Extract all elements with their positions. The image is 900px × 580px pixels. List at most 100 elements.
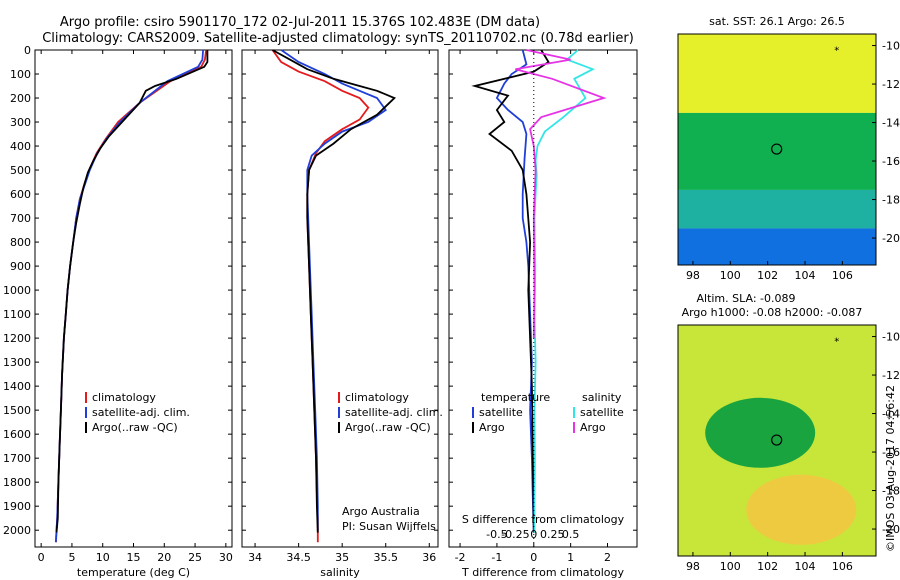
y-tick-label: 1400 — [3, 380, 31, 393]
series-line-argorawqc — [55, 50, 209, 533]
y-tick-label: 1800 — [3, 476, 31, 489]
s-tick-label: 0.5 — [562, 528, 580, 541]
map-y-tick-label: -18 — [882, 194, 900, 207]
map-frame — [677, 33, 877, 266]
x-axis-label: temperature (deg C) — [77, 566, 190, 579]
y-tick-label: 1300 — [3, 356, 31, 369]
map-x-tick-label: 102 — [757, 269, 778, 282]
map-y-tick-label: -14 — [882, 117, 900, 130]
y-tick-label: 1200 — [3, 332, 31, 345]
map-color-band — [678, 189, 876, 229]
y-tick-label: 500 — [10, 164, 31, 177]
map-y-tick-label: -20 — [882, 232, 900, 245]
x-tick-label: 2 — [604, 551, 611, 564]
x-tick-label: 20 — [157, 551, 171, 564]
sst-map-title: sat. SST: 26.1 Argo: 26.5 — [709, 15, 845, 28]
x-tick-label: 0 — [530, 551, 537, 564]
x-tick-label: 35 — [335, 551, 349, 564]
map-y-tick-label: -10 — [882, 331, 900, 344]
map-y-tick-label: -20 — [882, 523, 900, 536]
y-tick-label: 200 — [10, 92, 31, 105]
y-tick-label: 1700 — [3, 452, 31, 465]
temperature-panel: 0100200300400500600700800900100011001200… — [3, 44, 233, 579]
y-tick-label: 100 — [10, 68, 31, 81]
legend-group-heading: salinity — [582, 391, 622, 404]
map-x-tick-label: 102 — [757, 560, 778, 573]
credit-line1: Argo Australia — [342, 505, 420, 518]
x-tick-label: 30 — [219, 551, 233, 564]
legend-label: climatology — [345, 391, 409, 404]
map-star-marker: * — [834, 336, 839, 347]
map-color-band — [678, 34, 876, 113]
legend-label: climatology — [92, 391, 156, 404]
s-tick-label: 0.25 — [540, 528, 565, 541]
legend-label: satellite — [479, 406, 523, 419]
map-y-tick-label: -12 — [882, 78, 900, 91]
y-tick-label: 1000 — [3, 284, 31, 297]
series-line-satellite — [533, 49, 596, 533]
salinity-panel: 34 34.5 35 35.5 36 salinity climatology satelli… — [241, 49, 443, 579]
s-tick-label: -0.25 — [501, 528, 529, 541]
sla-map-title-line2: Argo h1000: -0.08 h2000: -0.087 — [682, 306, 863, 319]
x-axis-label: T difference from climatology — [461, 566, 624, 579]
x-tick-label: 15 — [127, 551, 141, 564]
y-tick-label: 300 — [10, 116, 31, 129]
sst-map-panel: 98 100 102 104 106 -10 -12 -14 -16 -18 -20 * sat. SS… — [677, 15, 900, 282]
plot-frame — [34, 49, 233, 548]
x-axis-label: salinity — [320, 566, 360, 579]
legend-label: satellite-adj. clim. — [92, 406, 190, 419]
map-y-tick-label: -12 — [882, 369, 900, 382]
legend-label: Argo — [479, 421, 505, 434]
map-frame — [677, 324, 877, 557]
map-x-tick-label: 98 — [686, 269, 700, 282]
sla-map-title-line1: Altim. SLA: -0.089 — [696, 292, 795, 305]
x-tick-label: 0 — [38, 551, 45, 564]
map-x-tick-label: 100 — [720, 560, 741, 573]
map-color-band — [678, 228, 876, 265]
y-tick-label: 700 — [10, 212, 31, 225]
y-tick-label: 1900 — [3, 500, 31, 513]
map-color-band — [678, 112, 876, 190]
x-tick-label: 34 — [248, 551, 262, 564]
y-tick-label: 900 — [10, 260, 31, 273]
y-tick-label: 1500 — [3, 404, 31, 417]
x-tick-label: 35.5 — [373, 551, 398, 564]
sla-map-panel: 98 100 102 104 106 -10 -12 -14 -16 -18 -20 * Altim. … — [677, 292, 900, 573]
y-tick-label: 0 — [24, 44, 31, 57]
y-tick-label: 1600 — [3, 428, 31, 441]
map-x-tick-label: 104 — [795, 560, 816, 573]
plot-frame — [448, 49, 638, 548]
x-tick-label: 36 — [422, 551, 436, 564]
series-line-satellite — [495, 49, 535, 533]
map-y-tick-label: -14 — [882, 408, 900, 421]
legend-label: Argo(..raw -QC) — [92, 421, 178, 434]
map-x-tick-label: 100 — [720, 269, 741, 282]
legend-label: Argo(..raw -QC) — [345, 421, 431, 434]
map-anomaly-region — [746, 474, 857, 545]
series-line-argorawqc — [272, 49, 397, 533]
x-tick-label: 34.5 — [286, 551, 311, 564]
x-tick-label: 1 — [567, 551, 574, 564]
y-tick-label: 2000 — [3, 524, 31, 537]
y-tick-label: 800 — [10, 236, 31, 249]
figure-title-line1: Argo profile: csiro 5901170_172 02-Jul-2… — [60, 15, 540, 30]
map-y-tick-label: -18 — [882, 485, 900, 498]
map-star-marker: * — [834, 45, 839, 56]
x-tick-label: 25 — [188, 551, 202, 564]
x-tick-label: 10 — [96, 551, 110, 564]
x-tick-label: -1 — [491, 551, 502, 564]
profile-location-marker — [771, 434, 783, 446]
s-tick-label: -0.5 — [486, 528, 507, 541]
map-x-tick-label: 106 — [832, 560, 853, 573]
figure-title-line2: Climatology: CARS2009. Satellite-adjuste… — [42, 31, 634, 46]
profile-location-marker — [771, 143, 783, 155]
y-tick-label: 1100 — [3, 308, 31, 321]
map-x-tick-label: 104 — [795, 269, 816, 282]
series-line-argo — [471, 49, 550, 533]
map-x-tick-label: 106 — [832, 269, 853, 282]
imos-stamp: ©IMOS 03-Aug-2017 04:56:42 — [884, 385, 897, 552]
legend-label: satellite-adj. clim. — [345, 406, 443, 419]
map-field — [678, 325, 876, 556]
difference-panel: -2 -1 0 1 2 T difference from climatology -0.5… — [448, 49, 638, 579]
